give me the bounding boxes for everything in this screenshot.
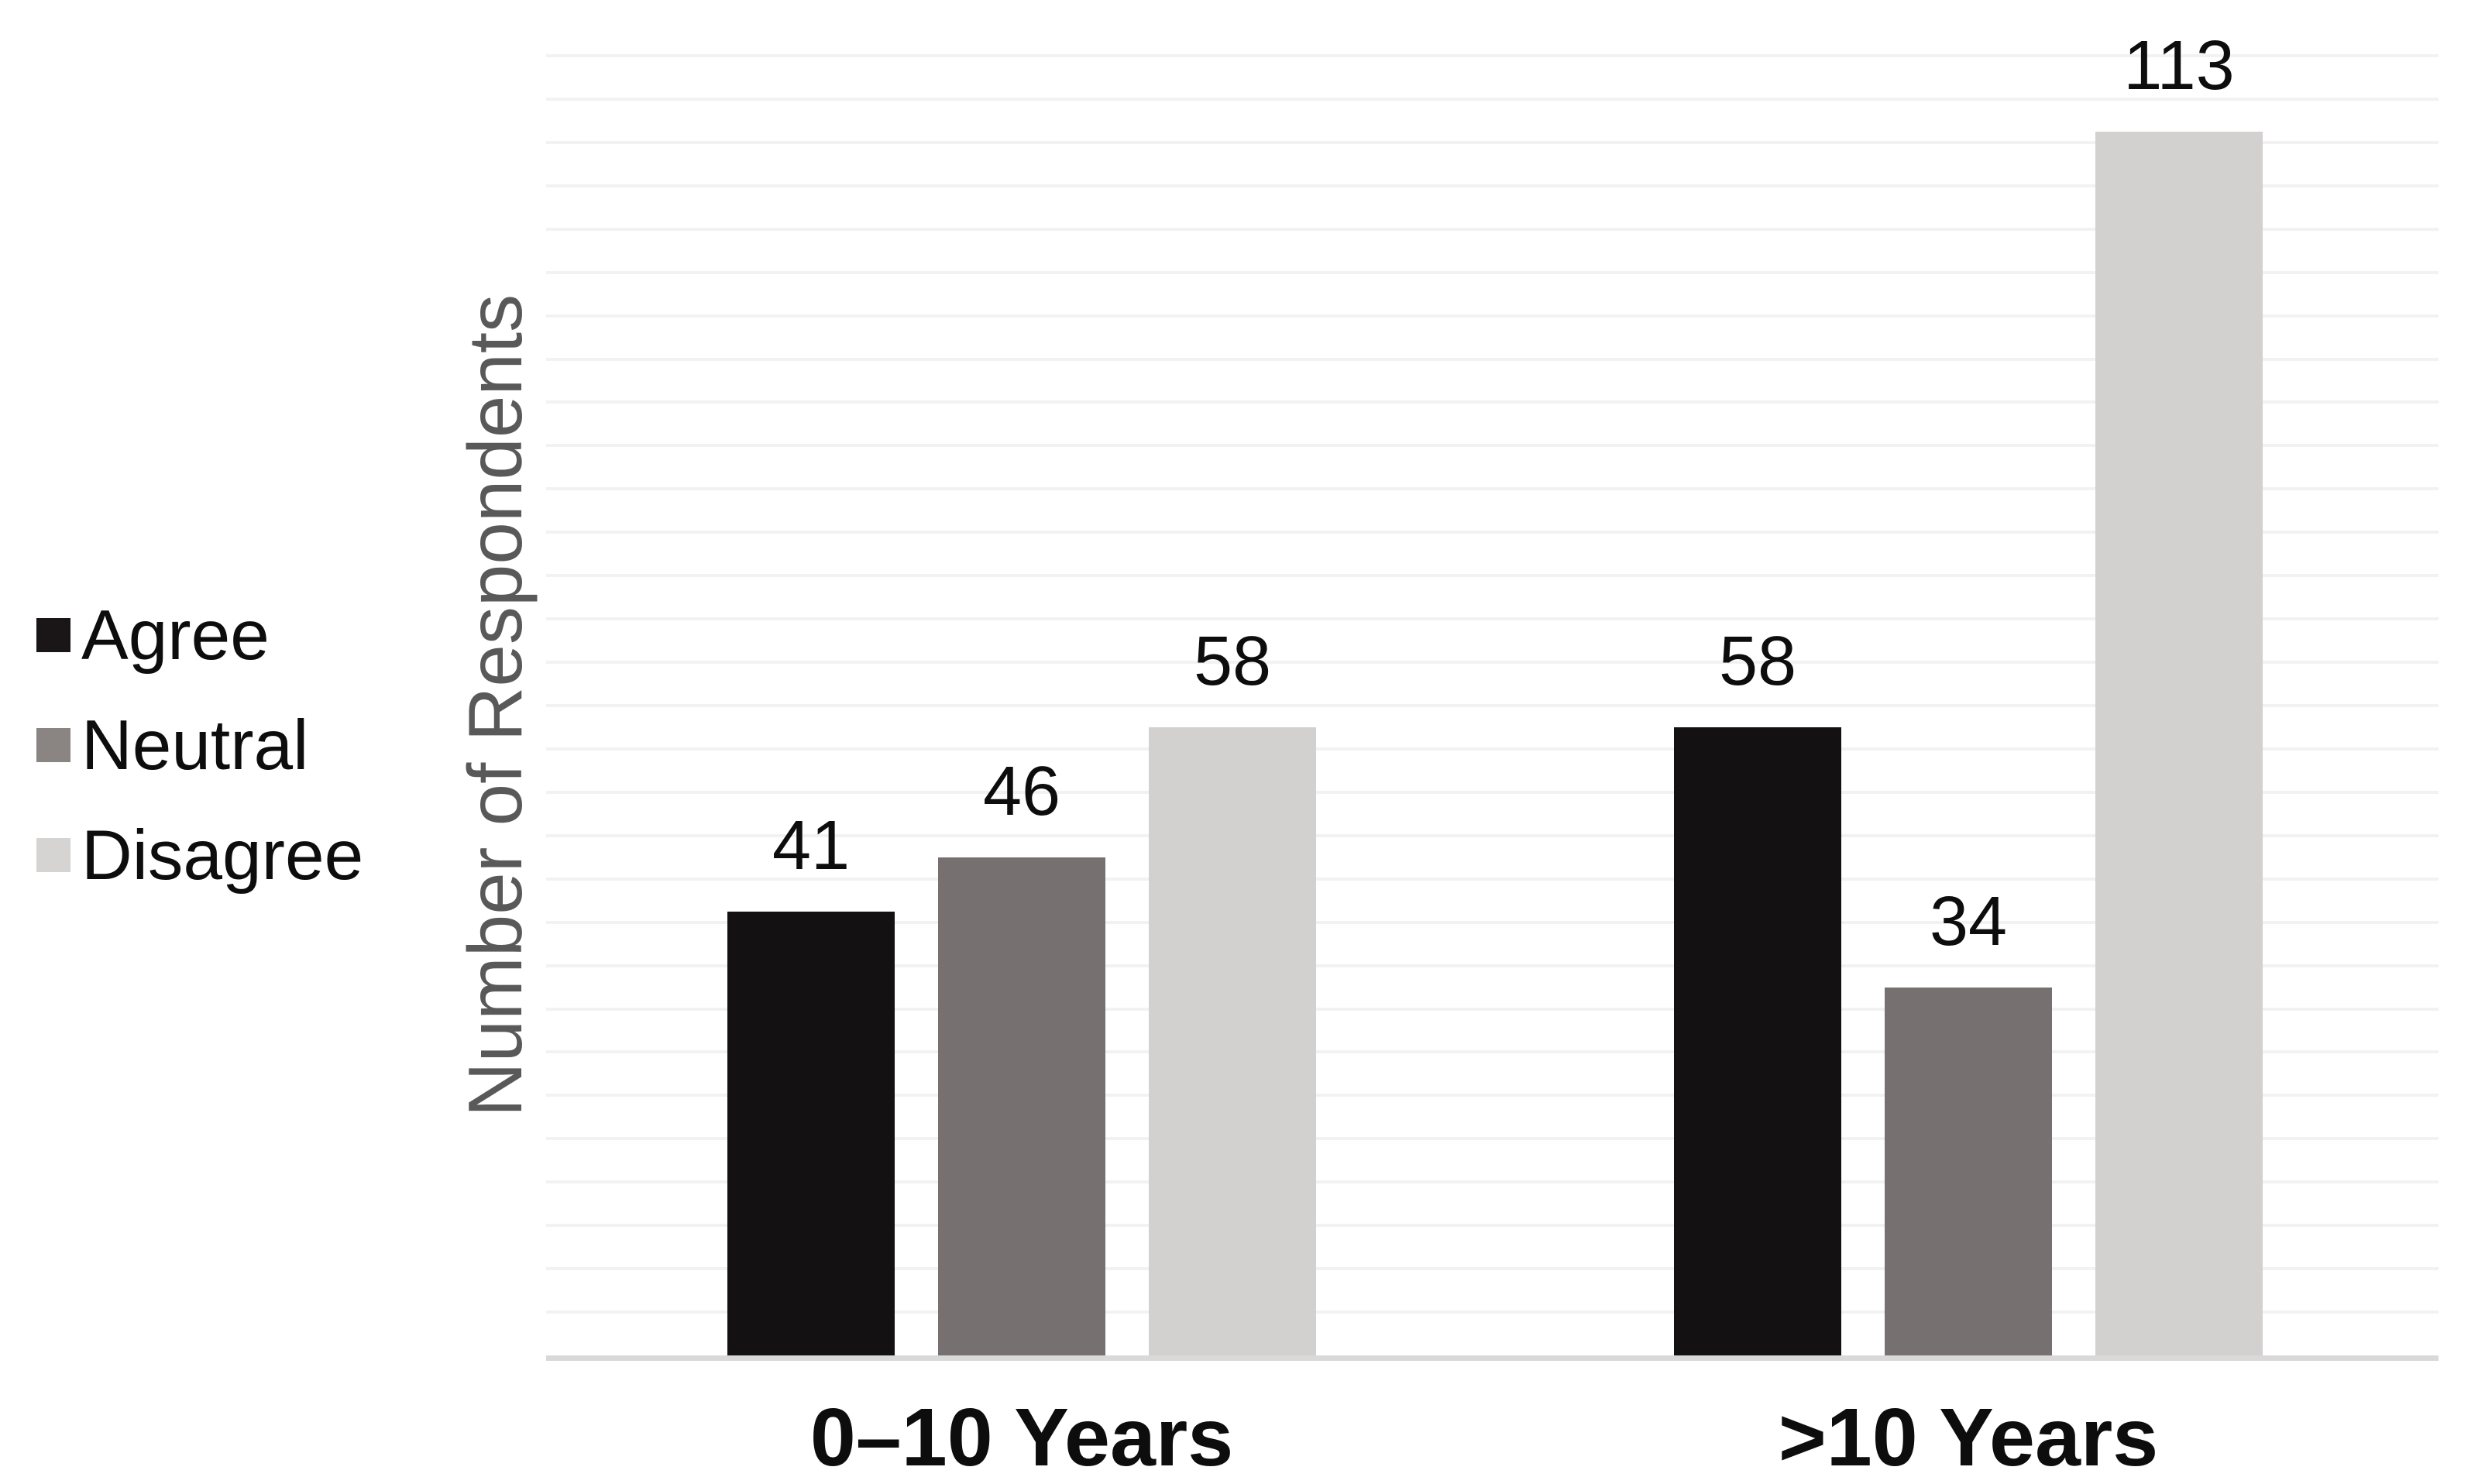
bar-value-label: 34 [1929, 882, 2008, 960]
legend-item-disagree: Disagree [36, 800, 363, 910]
gridline [546, 1007, 2439, 1011]
gridline [546, 54, 2439, 57]
gridline [546, 964, 2439, 967]
bar-disagree-1 [1149, 727, 1316, 1355]
gridline [546, 1311, 2439, 1314]
gridline [546, 270, 2439, 274]
gridline [546, 357, 2439, 361]
bar-value-label: 58 [1193, 622, 1272, 700]
legend: Agree Neutral Disagree [36, 580, 363, 910]
gridline [546, 833, 2439, 837]
gridline [546, 314, 2439, 318]
bar-value-label: 41 [772, 806, 851, 885]
gridline [546, 747, 2439, 751]
legend-item-agree: Agree [36, 580, 363, 690]
gridline [546, 704, 2439, 707]
bar-agree-2 [1674, 727, 1841, 1355]
gridline [546, 184, 2439, 187]
gridline [546, 531, 2439, 534]
gridline [546, 617, 2439, 621]
gridline [546, 1267, 2439, 1271]
category-label: >10 Years [1778, 1392, 2159, 1483]
legend-swatch-neutral [36, 728, 70, 762]
bar-value-label: 46 [982, 752, 1061, 830]
bar-neutral-1 [938, 857, 1105, 1355]
gridline [546, 877, 2439, 881]
bar-neutral-2 [1885, 987, 2052, 1355]
gridline [546, 790, 2439, 794]
gridline [546, 1137, 2439, 1141]
legend-swatch-agree [36, 618, 70, 652]
bar-value-label: 113 [2123, 26, 2235, 105]
gridline [546, 1180, 2439, 1184]
gridline [546, 1224, 2439, 1228]
gridline [546, 140, 2439, 144]
gridline [546, 227, 2439, 231]
gridline [546, 400, 2439, 404]
y-axis-title: Number of Respondents [452, 294, 538, 1118]
legend-swatch-disagree [36, 838, 70, 872]
category-label: 0–10 Years [809, 1392, 1234, 1483]
plot-area: 41 58 46 34 58 113 [546, 0, 2439, 1484]
bar-value-label: 58 [1718, 622, 1797, 700]
gridline [546, 574, 2439, 578]
gridline [546, 661, 2439, 665]
gridline [546, 444, 2439, 448]
legend-label: Neutral [81, 706, 309, 785]
legend-label: Agree [81, 596, 270, 675]
legend-label: Disagree [81, 816, 364, 895]
gridline [546, 97, 2439, 101]
legend-item-neutral: Neutral [36, 690, 363, 800]
gridline [546, 1050, 2439, 1054]
gridline [546, 487, 2439, 491]
gridline [546, 1094, 2439, 1098]
x-axis-line [546, 1355, 2439, 1361]
bar-disagree-2 [2095, 131, 2263, 1355]
gridline [546, 920, 2439, 924]
bar-agree-1 [727, 911, 895, 1355]
